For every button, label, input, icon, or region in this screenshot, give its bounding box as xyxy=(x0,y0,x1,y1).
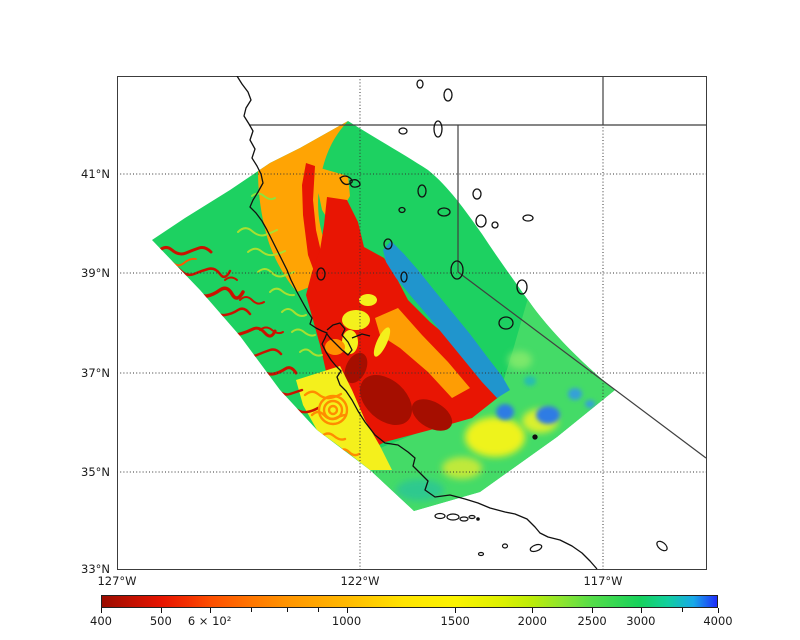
colorbar-tick-label: 6 × 10² xyxy=(187,614,232,628)
colorbar-major-tick xyxy=(592,608,594,613)
colorbar-minor-tick xyxy=(318,608,320,612)
border-ca-nv-diagonal xyxy=(457,271,707,459)
colorbar-major-tick xyxy=(346,608,348,613)
clear-lake xyxy=(316,267,326,281)
channel-islands xyxy=(434,512,668,557)
colorbar-minor-tick xyxy=(682,608,684,612)
se-region-blobs xyxy=(396,351,595,501)
colorbar-minor-tick xyxy=(286,608,288,612)
lon-tick-label: 122°W xyxy=(340,574,380,588)
eagle-lake xyxy=(417,184,427,198)
goose-lake xyxy=(433,120,443,138)
colorbar xyxy=(101,595,718,608)
lakes xyxy=(316,79,538,440)
colorbar-minor-tick xyxy=(250,608,252,612)
mono-lake xyxy=(498,316,514,330)
catalina-island xyxy=(529,543,543,553)
lake-tahoe xyxy=(450,260,464,280)
colorbar-major-tick xyxy=(455,608,457,613)
sf-bay-outline xyxy=(326,322,353,356)
lat-tick-label: 37°N xyxy=(81,366,110,380)
lat-tick-label: 39°N xyxy=(81,266,110,280)
coastline xyxy=(236,76,598,570)
swath-dark-red-patches xyxy=(344,352,453,431)
colorbar-major-tick xyxy=(532,608,534,613)
colorbar-major-tick xyxy=(101,608,102,613)
colorbar-major-tick xyxy=(160,608,162,613)
lat-tick-label: 33°N xyxy=(81,562,110,576)
swath-bay-patches xyxy=(325,294,470,398)
colorbar-major-tick xyxy=(209,608,211,613)
colorbar-tick-label: 400 xyxy=(90,614,112,628)
swath-blue-band xyxy=(383,241,510,398)
lat-tick-label: 35°N xyxy=(81,465,110,479)
offshore-orange-contours xyxy=(303,390,361,457)
pyramid-lake xyxy=(475,214,487,228)
colorbar-tick-label: 1500 xyxy=(440,614,470,628)
colorbar-major-tick xyxy=(718,608,719,613)
swath-se-region xyxy=(355,298,615,511)
colorbar-tick-label: 2000 xyxy=(517,614,547,628)
map-canvas xyxy=(117,76,707,570)
colorbar-tick-label: 500 xyxy=(149,614,172,628)
swath-red-streak xyxy=(302,163,330,282)
san-clemente-island xyxy=(656,540,668,552)
data-swath xyxy=(152,121,615,511)
lat-tick-label: 41°N xyxy=(81,167,110,181)
walker-lake xyxy=(516,279,528,295)
state-borders xyxy=(249,76,707,459)
colorbar-tick-label: 1000 xyxy=(331,614,362,628)
honey-lake xyxy=(437,207,451,217)
gridlines xyxy=(117,76,706,569)
colorbar-tick-label: 4000 xyxy=(703,614,733,628)
colorbar-major-tick xyxy=(640,608,642,613)
colorbar-tick-label: 2500 xyxy=(577,614,607,628)
colorbar-tick-label: 3000 xyxy=(626,614,656,628)
lon-tick-label: 127°W xyxy=(97,574,137,588)
lon-tick-label: 117°W xyxy=(583,574,623,588)
delta-channel xyxy=(351,333,371,339)
